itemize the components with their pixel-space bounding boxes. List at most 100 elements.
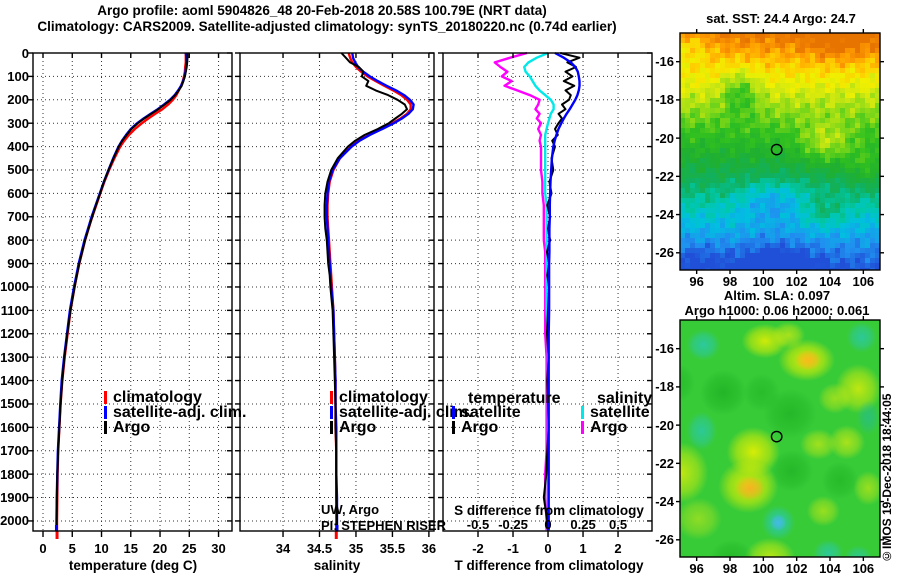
sst-cell — [705, 148, 710, 153]
sst-cell — [735, 73, 740, 78]
sst-cell — [815, 208, 820, 213]
sst-cell — [685, 108, 690, 113]
sst-cell — [795, 138, 800, 143]
sst-cell — [800, 188, 805, 193]
sst-cell — [835, 188, 840, 193]
sst-cell — [820, 38, 825, 43]
sst-cell — [755, 68, 760, 73]
sst-cell — [725, 228, 730, 233]
sla_map-ytick-label: -22 — [655, 455, 674, 471]
sst-cell — [775, 118, 780, 123]
temperature_profile-xtick-label: 10 — [94, 541, 109, 556]
sst-cell — [720, 258, 725, 263]
sst-cell — [750, 258, 755, 263]
sst-cell — [855, 233, 860, 238]
sst-cell — [800, 193, 805, 198]
sst-cell — [685, 168, 690, 173]
sst-cell — [800, 213, 805, 218]
sst-cell — [730, 83, 735, 88]
sst-cell — [735, 113, 740, 118]
sst-cell — [845, 203, 850, 208]
sst-cell — [720, 133, 725, 138]
sst-cell — [700, 183, 705, 188]
sst-cell — [835, 118, 840, 123]
sst-cell — [700, 198, 705, 203]
sst-cell — [740, 53, 745, 58]
sst-cell — [800, 58, 805, 63]
sst-cell — [680, 143, 685, 148]
sst-cell — [825, 228, 830, 233]
sst-cell — [685, 73, 690, 78]
sst-cell — [710, 128, 715, 133]
sst-cell — [780, 208, 785, 213]
sst-cell — [815, 188, 820, 193]
sst-cell — [715, 33, 720, 38]
legend-item-climatology: climatology — [104, 389, 246, 406]
sst-cell — [695, 103, 700, 108]
sst-cell — [760, 53, 765, 58]
sst-cell — [720, 63, 725, 68]
sst-cell — [770, 128, 775, 133]
sst-cell — [685, 133, 690, 138]
sst-cell — [730, 163, 735, 168]
legend-label: satellite — [461, 403, 521, 421]
legend-label: Argo — [339, 418, 377, 436]
sst-cell — [835, 123, 840, 128]
sst-cell — [805, 83, 810, 88]
sst-cell — [745, 218, 750, 223]
sst-cell — [825, 93, 830, 98]
sst-cell — [805, 198, 810, 203]
sst-cell — [735, 43, 740, 48]
sst-cell — [735, 153, 740, 158]
sst-cell — [715, 83, 720, 88]
sst-cell — [735, 133, 740, 138]
sst-cell — [770, 208, 775, 213]
sst-cell — [800, 208, 805, 213]
sst-cell — [745, 248, 750, 253]
sst_map-ytick-label: -26 — [655, 245, 674, 261]
sst-cell — [710, 153, 715, 158]
sst-cell — [835, 78, 840, 83]
sst-cell — [840, 213, 845, 218]
sst-cell — [810, 183, 815, 188]
sst-cell — [705, 133, 710, 138]
sst-cell — [700, 178, 705, 183]
sst-cell — [720, 213, 725, 218]
sst-cell — [715, 173, 720, 178]
sst-cell — [730, 193, 735, 198]
sst-cell — [820, 193, 825, 198]
sst-cell — [750, 153, 755, 158]
sst-cell — [710, 113, 715, 118]
sst-cell — [835, 38, 840, 43]
sst-cell — [865, 113, 870, 118]
sst-cell — [685, 158, 690, 163]
sst-cell — [715, 168, 720, 173]
sst-cell — [835, 158, 840, 163]
sst-cell — [770, 118, 775, 123]
sst-cell — [850, 48, 855, 53]
sst-cell — [780, 253, 785, 258]
sst-cell — [735, 63, 740, 68]
sst-cell — [755, 58, 760, 63]
sst-cell — [745, 118, 750, 123]
argo-line-swatch — [330, 421, 333, 434]
sst-cell — [705, 163, 710, 168]
sst-cell — [845, 208, 850, 213]
sst-cell — [870, 243, 875, 248]
sst-cell — [850, 53, 855, 58]
sst-cell — [780, 223, 785, 228]
sst-cell — [760, 153, 765, 158]
sst-cell — [855, 113, 860, 118]
sst-cell — [860, 198, 865, 203]
sst-cell — [695, 118, 700, 123]
sst-cell — [730, 93, 735, 98]
sst-cell — [765, 223, 770, 228]
sst-cell — [860, 223, 865, 228]
sst-cell — [805, 168, 810, 173]
sst-cell — [845, 108, 850, 113]
sst_map-xtick-label: 102 — [785, 274, 808, 289]
sst-cell — [785, 133, 790, 138]
sst-cell — [830, 223, 835, 228]
sst-cell — [820, 238, 825, 243]
sst-cell — [695, 208, 700, 213]
